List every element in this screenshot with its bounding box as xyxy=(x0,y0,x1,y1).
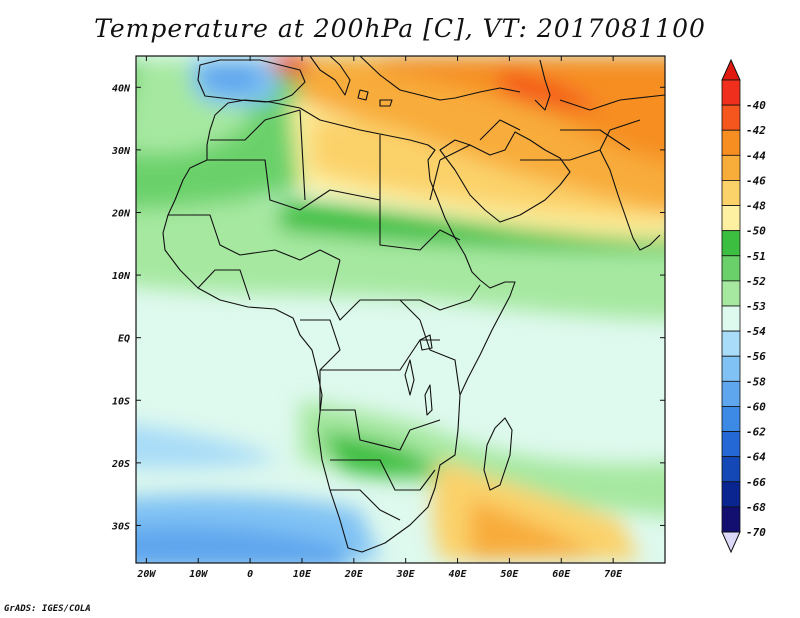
temperature-field xyxy=(136,56,665,563)
colorbar-label: -62 xyxy=(746,426,766,439)
y-tick-label: EQ xyxy=(118,334,130,345)
colorbar-swatch xyxy=(721,456,741,483)
y-tick-label: 10N xyxy=(112,271,131,282)
arabia-coastline xyxy=(439,131,571,223)
colorbar-swatch xyxy=(721,154,741,181)
y-tick-label: 20S xyxy=(111,459,130,470)
y-tick-label: 30S xyxy=(111,521,130,532)
x-tick-label: 50E xyxy=(500,569,519,580)
colorbar-swatch xyxy=(721,355,741,382)
colorbar-swatch xyxy=(721,180,741,206)
colorbar-legend: -40 -42 -44 -46 -48 -50 -51 -52 -53 -54 -56 -58 -60 -… xyxy=(721,58,766,554)
colorbar-label: -58 xyxy=(746,375,766,388)
colorbar-label: -60 xyxy=(746,400,766,413)
colorbar-swatch xyxy=(721,280,741,307)
india-coastline xyxy=(599,149,661,251)
colorbar-swatch xyxy=(721,305,741,332)
x-tick-label: 60E xyxy=(552,569,571,580)
x-tick-label: 10W xyxy=(189,569,208,580)
colorbar-label: -64 xyxy=(746,451,766,464)
colorbar-label: -46 xyxy=(746,174,766,187)
colorbar-swatch xyxy=(721,255,741,282)
colorbar-bottom-arrow xyxy=(721,531,741,554)
coastlines-and-borders xyxy=(162,56,665,553)
colorbar-label: -54 xyxy=(746,325,766,338)
colorbar-swatch xyxy=(721,431,741,458)
colorbar-swatch xyxy=(721,79,741,106)
colorbar-label: -52 xyxy=(746,275,766,288)
colorbar-swatch xyxy=(721,129,741,156)
colorbar-swatch xyxy=(721,406,741,432)
colorbar-label: -66 xyxy=(746,476,766,489)
colorbar-label: -40 xyxy=(746,99,766,112)
x-tick-label: 0 xyxy=(247,569,253,580)
colorbar-label: -42 xyxy=(746,124,766,137)
colorbar-label: -51 xyxy=(746,250,766,263)
colorbar-swatch xyxy=(721,481,741,508)
colorbar-label: -70 xyxy=(746,526,766,539)
x-tick-label: 40E xyxy=(449,569,468,580)
y-tick-label: 30N xyxy=(111,146,131,157)
colorbar-top-arrow xyxy=(721,58,741,81)
colorbar-swatch xyxy=(721,506,741,533)
x-tick-label: 70E xyxy=(604,569,623,580)
y-tick-label: 20N xyxy=(111,208,131,219)
colorbar-label: -48 xyxy=(746,200,766,213)
colorbar-swatch xyxy=(721,380,741,407)
axis-ticks: 20W 10W 0 10E 20E 30E 40E 50E 60E 70E 40N 30N 20N 10N… xyxy=(111,56,665,580)
colorbar-label: -50 xyxy=(746,225,766,238)
colorbar-label: -56 xyxy=(746,350,766,363)
colorbar-label: -68 xyxy=(746,501,766,514)
colorbar-swatch xyxy=(721,330,741,357)
colorbar-swatch xyxy=(721,205,741,232)
x-tick-label: 20E xyxy=(344,569,364,580)
y-tick-label: 10S xyxy=(112,396,130,407)
europe-coastline xyxy=(197,59,306,103)
colorbar-swatch xyxy=(721,104,741,131)
x-tick-label: 20W xyxy=(136,569,156,580)
x-tick-label: 30E xyxy=(396,569,416,580)
map-title: Temperature at 200hPa [C], VT: 201708110… xyxy=(94,14,706,43)
madagascar xyxy=(483,417,513,491)
credit-text: GrADS: IGES/COLA xyxy=(4,604,91,614)
colorbar-label: -44 xyxy=(746,149,766,162)
y-tick-label: 40N xyxy=(112,83,131,94)
plot-frame xyxy=(135,55,666,564)
colorbar-label: -53 xyxy=(746,300,766,313)
x-tick-label: 10E xyxy=(293,569,312,580)
colorbar-swatch xyxy=(721,230,741,257)
